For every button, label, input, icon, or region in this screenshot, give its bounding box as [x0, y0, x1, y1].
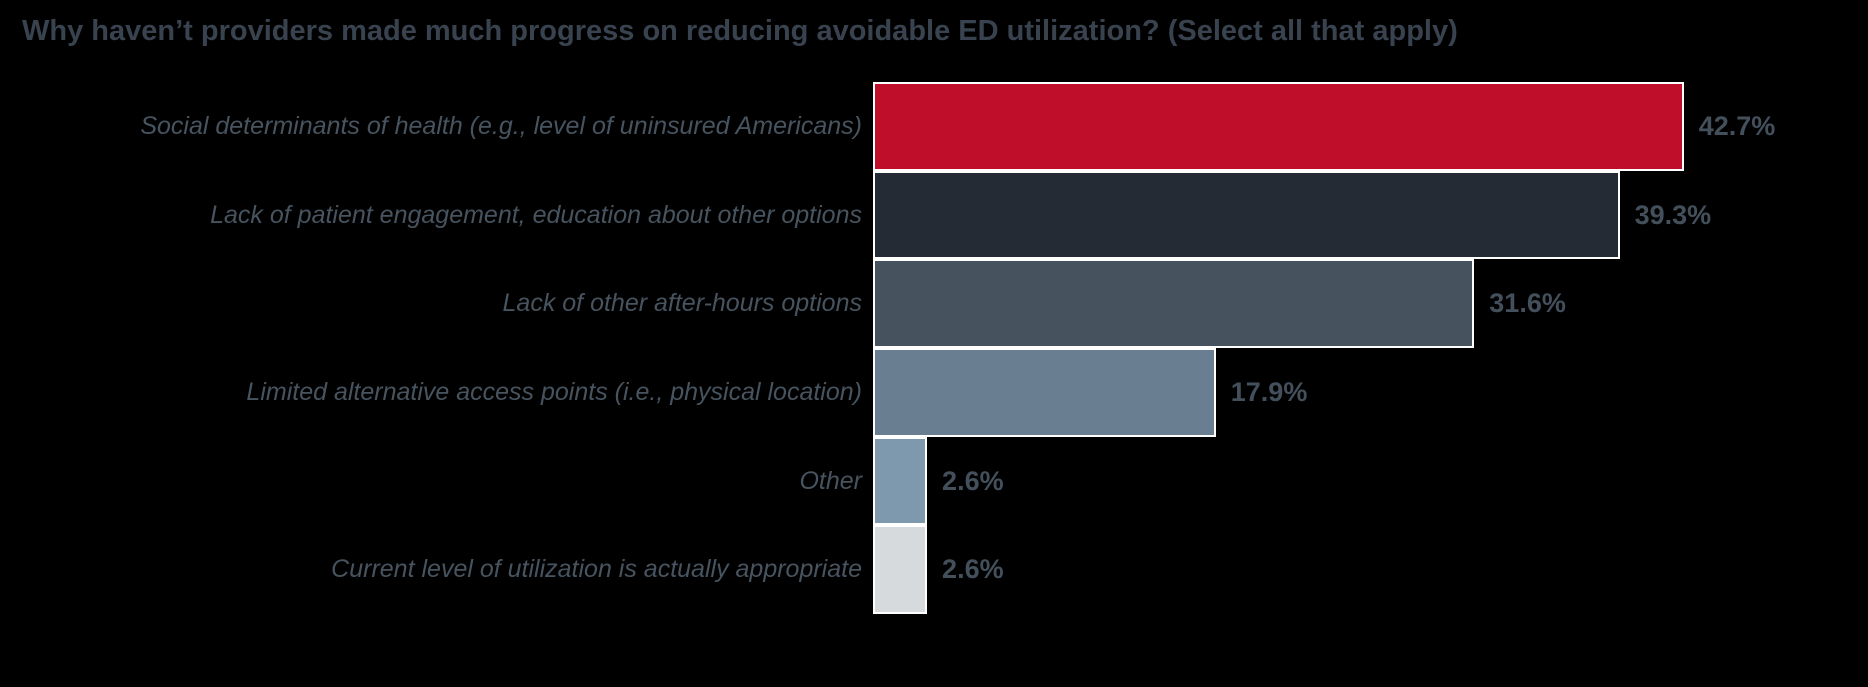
- value-label: 2.6%: [942, 465, 1004, 496]
- bar: [873, 525, 928, 615]
- bar-row: Other 2.6%: [0, 436, 1868, 526]
- value-label: 39.3%: [1634, 199, 1712, 230]
- bar-row: Social determinants of health (e.g., lev…: [0, 82, 1868, 171]
- bar: [873, 82, 1684, 171]
- value-label: 31.6%: [1489, 288, 1566, 319]
- category-label: Current level of utilization is actually…: [331, 555, 862, 584]
- value-label: 2.6%: [942, 554, 1004, 585]
- bar-row: Lack of patient engagement, education ab…: [0, 170, 1868, 260]
- chart-title: Why haven’t providers made much progress…: [22, 15, 1458, 47]
- bar: [873, 436, 928, 526]
- value-label: 17.9%: [1230, 376, 1308, 407]
- category-label: Other: [799, 466, 862, 495]
- category-label: Limited alternative access points (i.e.,…: [246, 377, 862, 406]
- category-label: Social determinants of health (e.g., lev…: [140, 111, 862, 140]
- bar-row: Limited alternative access points (i.e.,…: [0, 348, 1868, 437]
- category-label: Lack of other after-hours options: [502, 289, 862, 318]
- category-label: Lack of patient engagement, education ab…: [210, 200, 862, 229]
- bar-row: Current level of utilization is actually…: [0, 525, 1868, 615]
- value-label: 42.7%: [1698, 110, 1776, 141]
- bar-rows: Social determinants of health (e.g., lev…: [0, 82, 1868, 615]
- bar: [873, 170, 1620, 260]
- bar: [873, 259, 1475, 349]
- bar-row: Lack of other after-hours options 31.6%: [0, 259, 1868, 349]
- bar: [873, 348, 1216, 437]
